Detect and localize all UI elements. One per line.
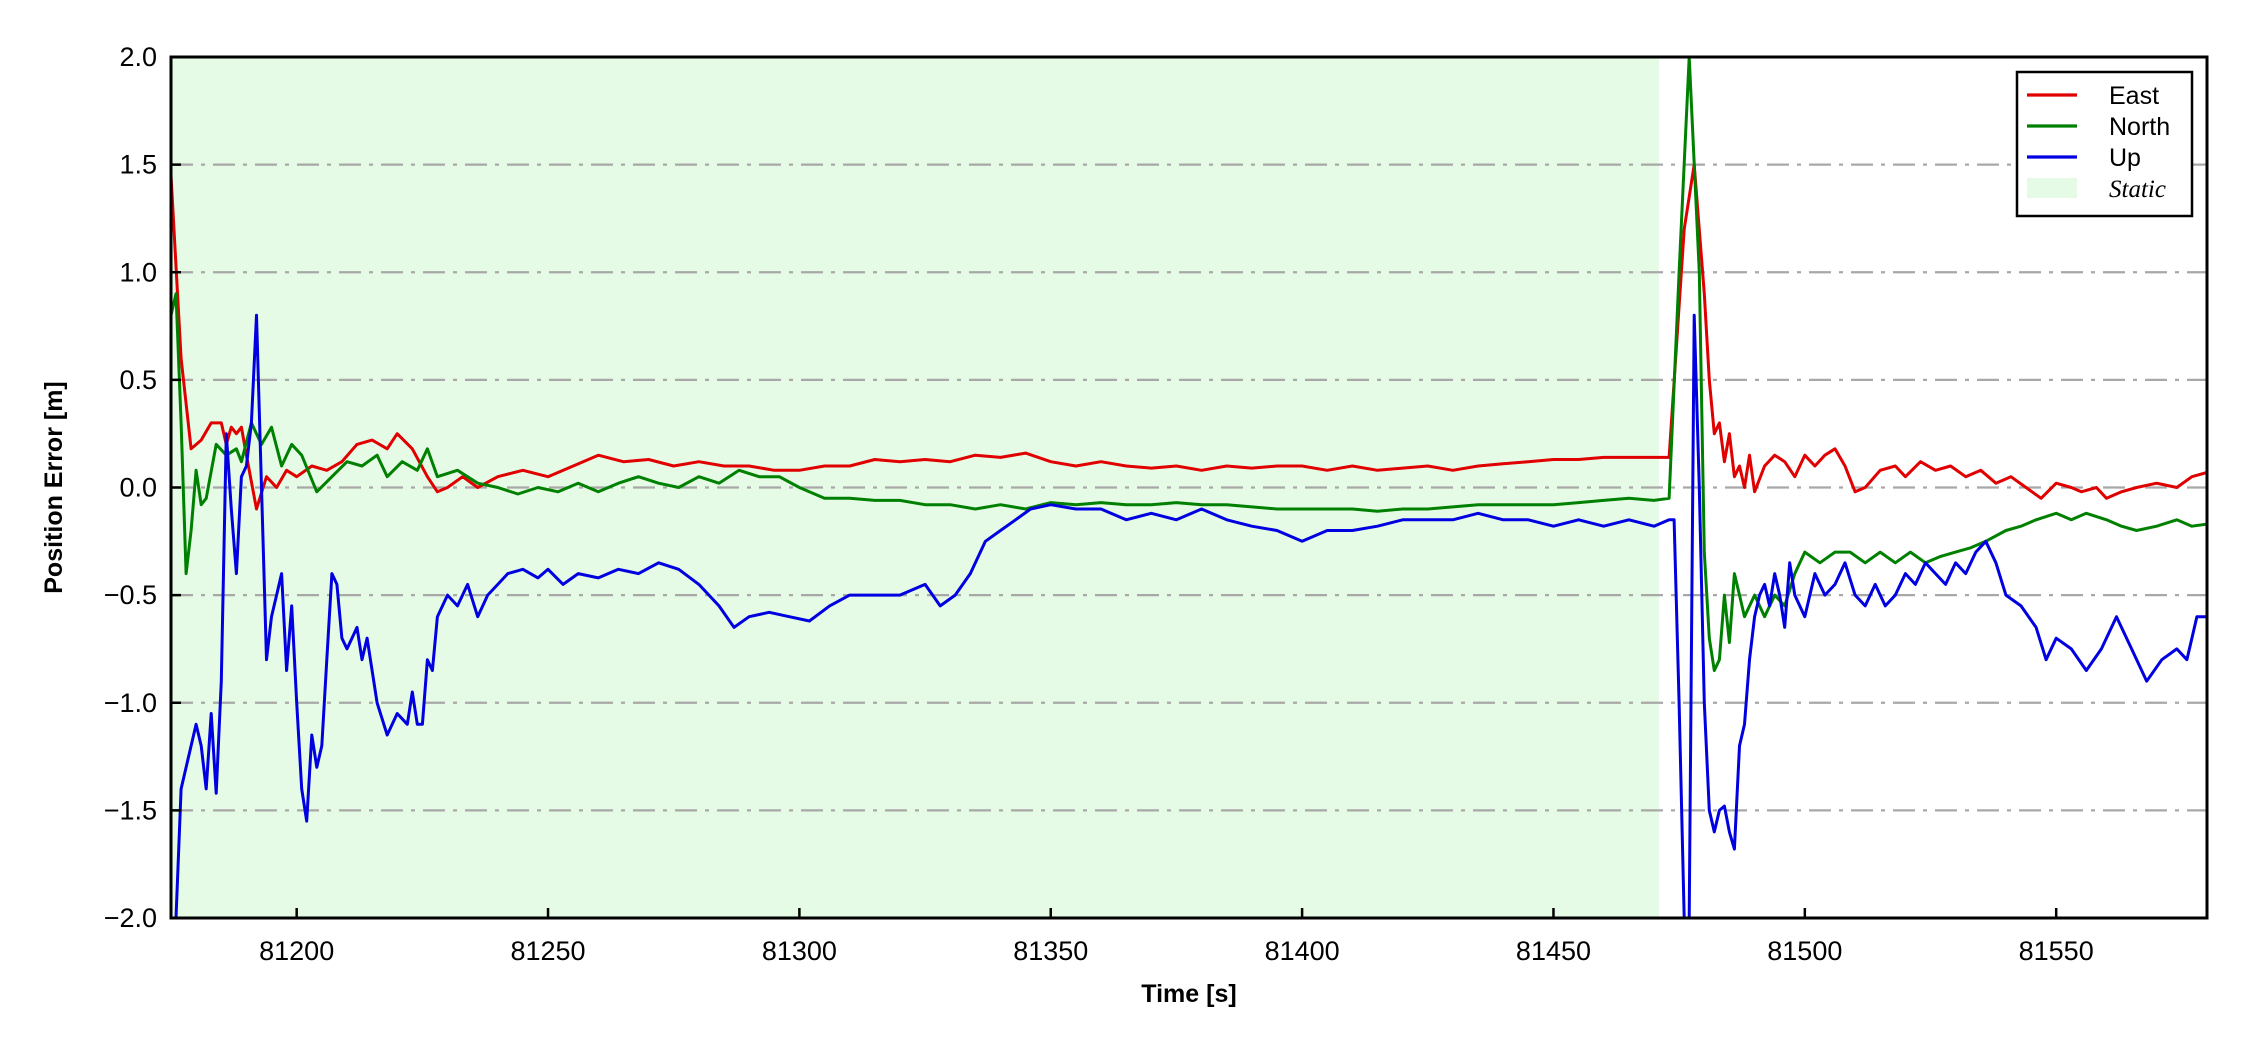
x-tick-label: 81500 — [1767, 936, 1842, 966]
legend-label-up: Up — [2109, 144, 2141, 172]
series-layer — [171, 55, 2207, 920]
x-tick-label: 81300 — [762, 936, 837, 966]
x-tick-label: 81350 — [1013, 936, 1088, 966]
legend: East North Up Static — [2015, 70, 2194, 218]
y-tick-label: 0.5 — [119, 365, 157, 395]
grid-layer — [171, 163, 2207, 812]
y-axis-label: Position Error [m] — [40, 381, 68, 594]
x-tick-label: 81250 — [510, 936, 585, 966]
y-tick-label: −1.5 — [104, 795, 157, 825]
x-axis-label: Time [s] — [1141, 980, 1236, 1008]
y-tick-label: −0.5 — [104, 580, 157, 610]
x-tick-label: 81550 — [2019, 936, 2094, 966]
legend-label-north: North — [2109, 113, 2170, 141]
legend-label-east: East — [2109, 82, 2159, 110]
x-tick-label: 81200 — [259, 936, 334, 966]
x-tick-label: 81400 — [1265, 936, 1340, 966]
y-tick-label: 0.0 — [119, 473, 157, 503]
legend-swatch-static — [2027, 178, 2077, 198]
series-line-up — [171, 313, 2207, 920]
y-tick-label: −1.0 — [104, 688, 157, 718]
series-line-east — [171, 163, 2207, 511]
y-tick-label: −2.0 — [104, 903, 157, 933]
y-tick-label: 1.5 — [119, 150, 157, 180]
y-tick-label: 2.0 — [119, 42, 157, 72]
legend-label-static: Static — [2109, 176, 2166, 203]
x-axis-ticks: 81200 81250 81300 81350 81400 81450 81500 81550 — [259, 908, 2094, 966]
y-axis-ticks: −2.0 −1.5 −1.0 −0.5 0.0 0.5 1.0 1.5 2.0 — [104, 42, 181, 933]
series-line-north — [171, 55, 2207, 672]
y-tick-label: 1.0 — [119, 257, 157, 287]
x-tick-label: 81450 — [1516, 936, 1591, 966]
